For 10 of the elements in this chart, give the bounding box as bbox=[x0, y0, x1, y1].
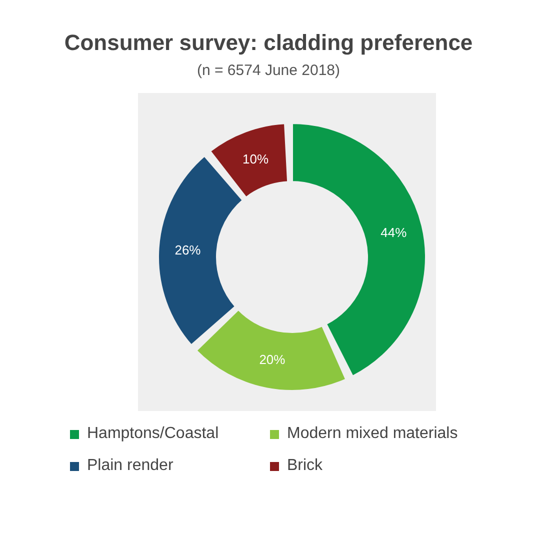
chart-title: Consumer survey: cladding preference bbox=[63, 29, 474, 56]
legend-label: Brick bbox=[287, 457, 323, 475]
chart-subtitle: (n = 6574 June 2018) bbox=[196, 62, 342, 79]
legend-label: Hamptons/Coastal bbox=[87, 425, 219, 443]
data-label: 26% bbox=[174, 242, 202, 258]
data-label: 10% bbox=[242, 152, 270, 167]
data-label: 44% bbox=[380, 225, 408, 240]
data-label: 20% bbox=[259, 352, 286, 368]
legend-label: Modern mixed materials bbox=[287, 425, 458, 443]
legend-label: Plain render bbox=[87, 457, 174, 475]
